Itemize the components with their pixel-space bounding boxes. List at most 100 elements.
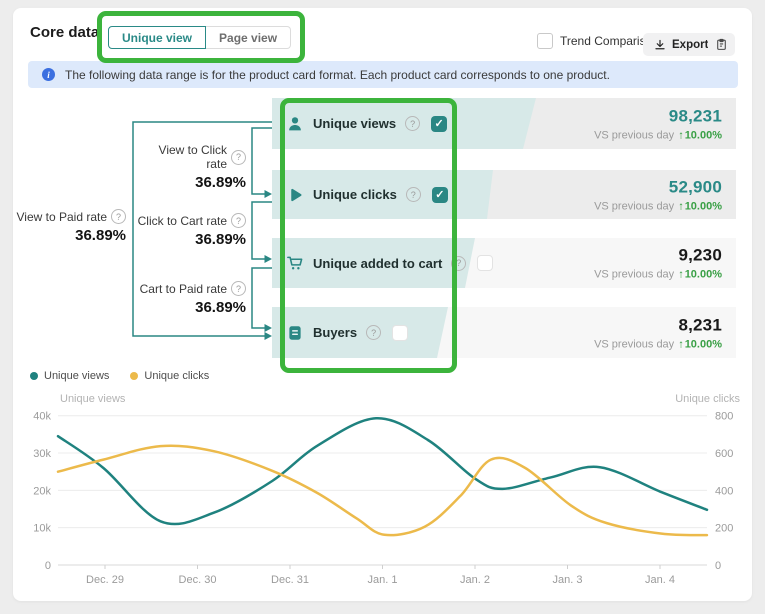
x-axis-label: Jan. 4 — [645, 574, 675, 586]
page-title: Core data — [30, 24, 100, 41]
y-axis-tick-left: 40k — [33, 411, 51, 423]
x-axis-label: Dec. 30 — [179, 574, 217, 586]
delta-value: 10.00% — [678, 338, 722, 350]
export-button[interactable]: Export — [643, 33, 720, 56]
step-rate-label: Click to Cart rate — [137, 213, 227, 228]
metric-value: 8,231 — [678, 315, 722, 334]
metric-label: Unique views — [313, 116, 397, 131]
compare-label: VS previous day — [594, 200, 675, 212]
step-rate-value: 36.89% — [195, 174, 246, 191]
y-axis-tick-right: 400 — [715, 485, 733, 497]
tab-page-view-label: Page view — [219, 30, 278, 45]
info-banner: i The following data range is for the pr… — [28, 61, 738, 88]
y-axis-tick-left: 0 — [45, 560, 51, 572]
delta-value: 10.00% — [678, 129, 722, 141]
copy-report-button[interactable] — [708, 33, 735, 56]
step-rate-label: Cart to Paid rate — [139, 281, 227, 296]
help-icon[interactable]: ? — [231, 149, 246, 165]
funnel-row-buyers: Buyers ? 8,231 VS previous day10.00% — [272, 307, 736, 358]
step-rate-value: 36.89% — [195, 231, 246, 248]
overall-rate-value: 36.89% — [75, 227, 126, 244]
legend-dot — [30, 372, 38, 380]
play-icon — [291, 188, 302, 201]
step-rate-view-to-click: View to Click rate? 36.89% — [136, 143, 246, 191]
trend-comparison-checkbox[interactable] — [537, 33, 553, 49]
help-icon[interactable]: ? — [405, 116, 421, 131]
delta-value: 10.00% — [678, 269, 722, 281]
delta-value: 10.00% — [678, 200, 722, 212]
help-icon[interactable]: ? — [231, 281, 246, 296]
x-axis-label: Dec. 29 — [86, 574, 124, 586]
tab-unique-view[interactable]: Unique view — [108, 26, 207, 49]
overall-rate-label: View to Paid rate — [16, 209, 108, 224]
left-axis-title: Unique views — [60, 393, 126, 405]
receipt-icon — [289, 325, 301, 340]
trend-line-chart[interactable]: 0 0 10k 200 20k 400 30k 600 40k 800 Unique views Un… — [13, 390, 752, 598]
legend-label: Unique views — [44, 370, 110, 382]
compare-label: VS previous day — [594, 268, 675, 281]
y-axis-tick-right: 200 — [715, 523, 733, 535]
series-line-unique-clicks — [56, 444, 709, 537]
legend-dot — [130, 372, 139, 380]
metric-value: 98,231 — [668, 106, 722, 125]
funnel-row-unique-added-to-cart: Unique added to cart ? 9,230 VS previous… — [272, 238, 736, 288]
legend-item-unique-clicks[interactable]: Unique clicks — [130, 370, 209, 382]
help-icon[interactable]: ? — [366, 325, 382, 340]
y-axis-tick-right: 0 — [715, 560, 721, 572]
y-axis-tick-right: 600 — [715, 448, 733, 460]
metric-label: Unique added to cart — [313, 255, 443, 271]
overall-rate: View to Paid rate? 36.89% — [16, 209, 126, 244]
x-axis-label: Jan. 1 — [368, 574, 398, 586]
y-axis-tick-left: 30k — [33, 448, 51, 460]
help-icon[interactable]: ? — [405, 187, 421, 202]
x-axis-label: Dec. 31 — [271, 574, 309, 586]
step-rate-click-to-cart: Click to Cart rate? 36.89% — [136, 213, 246, 248]
y-axis-tick-left: 10k — [33, 523, 51, 535]
export-button-label: Export — [672, 38, 709, 51]
help-icon[interactable]: ? — [451, 255, 467, 271]
cart-icon — [287, 256, 303, 270]
clipboard-icon — [717, 38, 726, 50]
help-icon[interactable]: ? — [231, 213, 246, 228]
step-rate-label: View to Click rate — [158, 143, 227, 171]
y-axis-tick-left: 20k — [33, 485, 51, 497]
legend-label: Unique clicks — [144, 370, 210, 382]
funnel-connectors — [132, 121, 272, 340]
funnel-wedge — [272, 307, 448, 358]
metric-value: 9,230 — [678, 245, 722, 265]
funnel-row-unique-clicks: Unique clicks ? ✓ 52,900 VS previous day… — [272, 170, 736, 219]
metric-label: Unique clicks — [313, 187, 397, 202]
legend-item-unique-views[interactable]: Unique views — [30, 370, 109, 382]
info-icon: i — [42, 68, 55, 81]
compare-label: VS previous day — [594, 338, 675, 350]
series-line-unique-views — [56, 417, 709, 526]
metric-value: 52,900 — [668, 177, 722, 196]
compare-label: VS previous day — [594, 129, 675, 141]
core-data-card: Core data Unique view Page view Trend Co… — [13, 8, 752, 601]
funnel-wedge — [272, 238, 475, 288]
trend-comparison-label: Trend Comparison — [560, 34, 659, 48]
tab-unique-view-label: Unique view — [122, 30, 193, 45]
trend-comparison-control: Trend Comparison — [537, 33, 659, 49]
chart-legend: Unique views Unique clicks — [30, 370, 209, 382]
metric-checkbox-checked[interactable]: ✓ — [431, 186, 448, 203]
x-axis-label: Jan. 2 — [460, 574, 490, 586]
step-rate-cart-to-paid: Cart to Paid rate? 36.89% — [136, 281, 246, 316]
metric-label: Buyers — [313, 325, 358, 340]
funnel-wedge — [272, 98, 536, 149]
right-axis-title: Unique clicks — [675, 393, 740, 405]
tab-page-view[interactable]: Page view — [206, 26, 292, 49]
funnel-row-unique-views: Unique views ? ✓ 98,231 VS previous day1… — [272, 98, 736, 149]
download-icon — [655, 39, 665, 49]
x-axis-label: Jan. 3 — [553, 574, 583, 586]
metric-checkbox-unchecked[interactable] — [392, 324, 409, 341]
help-icon[interactable]: ? — [111, 209, 126, 224]
person-icon — [289, 116, 301, 130]
metric-checkbox-unchecked[interactable] — [477, 255, 494, 271]
metric-checkbox-checked[interactable]: ✓ — [431, 115, 448, 132]
view-mode-tabs: Unique view Page view — [108, 26, 292, 49]
info-banner-text: The following data range is for the prod… — [65, 67, 610, 82]
y-axis-tick-right: 800 — [715, 411, 733, 423]
step-rate-value: 36.89% — [195, 299, 246, 316]
